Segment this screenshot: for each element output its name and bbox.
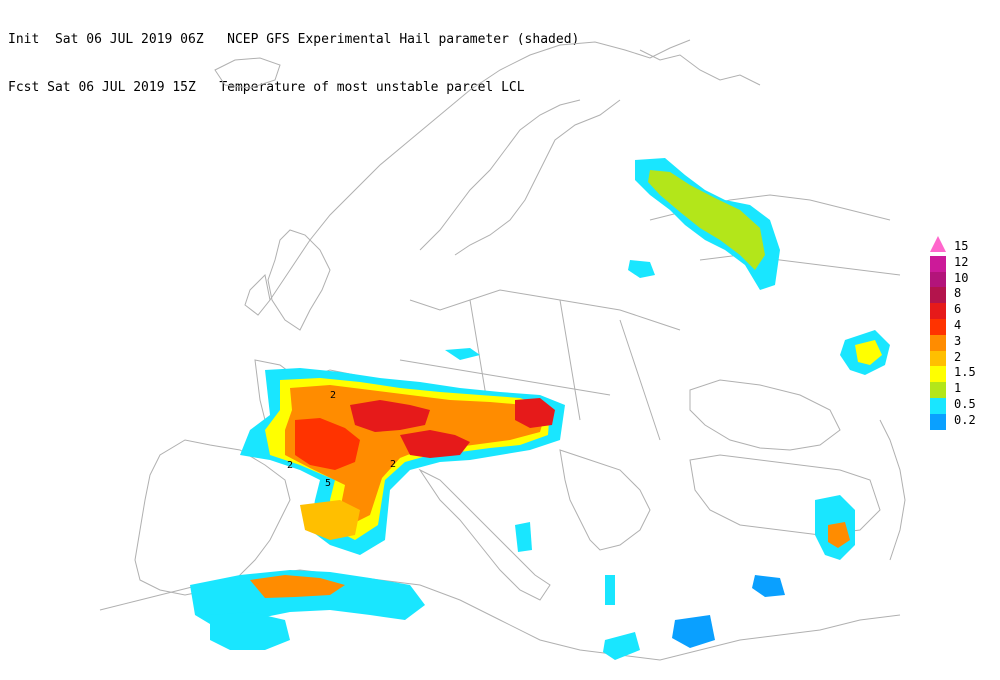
contour-label-2: 5 bbox=[325, 478, 331, 489]
legend-swatch bbox=[930, 366, 946, 383]
legend-label: 15 bbox=[954, 239, 969, 253]
hail-region-turkey-orange bbox=[828, 522, 850, 548]
hail-region-misc-4 bbox=[603, 632, 640, 660]
coastlines-and-borders bbox=[99, 39, 906, 661]
map-header: Init Sat 06 JUL 2019 06Z NCEP GFS Experi… bbox=[8, 0, 579, 112]
hail-region-misc-1 bbox=[628, 260, 655, 278]
header-init-line: Init Sat 06 JUL 2019 06Z NCEP GFS Experi… bbox=[8, 32, 580, 47]
legend-item: 2 bbox=[930, 349, 990, 367]
hail-region-hungary-red bbox=[515, 398, 555, 428]
hail-region-misc-2 bbox=[752, 575, 785, 597]
hail-region-misc-3 bbox=[672, 615, 715, 648]
legend-swatch bbox=[930, 271, 946, 288]
legend-item: 0.5 bbox=[930, 396, 990, 414]
legend-label: 0.2 bbox=[954, 412, 976, 427]
legend-item: 6 bbox=[930, 301, 990, 320]
legend-label: 10 bbox=[954, 270, 969, 285]
legend-swatch bbox=[930, 319, 946, 335]
legend-item: 10 bbox=[930, 270, 990, 288]
legend-item: 8 bbox=[930, 285, 990, 304]
hail-region-north-africa-orange bbox=[250, 575, 345, 598]
hail-region-misc-6 bbox=[515, 522, 532, 552]
legend-label: 4 bbox=[954, 318, 962, 332]
hail-shading bbox=[190, 158, 890, 660]
hail-region-spain bbox=[300, 500, 360, 540]
hail-region-alps-red bbox=[350, 400, 430, 432]
legend-label: 2 bbox=[954, 349, 962, 364]
legend-swatch bbox=[930, 413, 946, 430]
hail-region-france-red bbox=[295, 418, 360, 470]
legend-label: 1 bbox=[954, 381, 962, 396]
hail-region-russia-yellow bbox=[648, 170, 765, 270]
legend-swatch bbox=[930, 236, 946, 252]
hail-region-misc-7 bbox=[605, 575, 615, 605]
hail-region-caucasus-yellow bbox=[855, 340, 882, 365]
legend-label: 8 bbox=[954, 286, 962, 301]
contour-label-1: 2 bbox=[287, 460, 293, 471]
contour-labels: 2 5 2 2 bbox=[287, 390, 396, 489]
legend-item: 15 bbox=[930, 236, 990, 254]
legend-label: 6 bbox=[954, 302, 962, 317]
legend-item: 1.5 bbox=[930, 364, 990, 383]
legend-label: 12 bbox=[954, 254, 969, 269]
header-fcst-line: Fcst Sat 06 JUL 2019 15Z Temperature of … bbox=[8, 80, 525, 95]
hail-region-france-orange bbox=[285, 385, 545, 525]
legend-swatch bbox=[930, 350, 946, 367]
hail-region-misc-5 bbox=[445, 348, 480, 360]
hail-region-north-italy-red bbox=[400, 430, 470, 458]
legend-swatch bbox=[930, 398, 946, 414]
contour-label-4: 2 bbox=[330, 390, 336, 401]
contour-label-3: 2 bbox=[390, 459, 396, 470]
legend-item: 12 bbox=[930, 254, 990, 272]
legend-swatch bbox=[930, 303, 946, 320]
legend-swatch bbox=[930, 287, 946, 304]
legend-item: 0.2 bbox=[930, 412, 990, 430]
legend-item: 3 bbox=[930, 333, 990, 351]
hail-region-morocco bbox=[210, 612, 290, 650]
legend-label: 0.5 bbox=[954, 397, 976, 411]
legend-swatch bbox=[930, 255, 946, 272]
legend-swatch bbox=[930, 334, 946, 351]
legend-item: 4 bbox=[930, 317, 990, 335]
legend-item: 1 bbox=[930, 380, 990, 399]
legend-swatch bbox=[930, 382, 946, 399]
legend-label: 3 bbox=[954, 333, 962, 348]
legend-label: 1.5 bbox=[954, 365, 976, 380]
